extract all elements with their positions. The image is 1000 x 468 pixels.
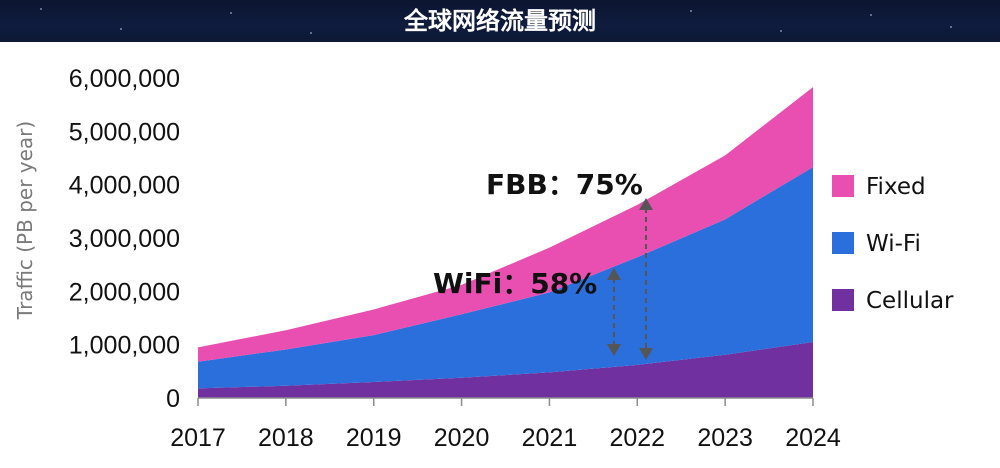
chart-annotations: FBB：75% WiFi：58% xyxy=(433,168,653,360)
x-tick-label: 2019 xyxy=(346,424,402,452)
chart-axes xyxy=(197,397,814,406)
y-tick-label: 2,000,000 xyxy=(69,278,180,306)
x-tick-label: 2017 xyxy=(170,424,226,452)
area-layers xyxy=(198,87,813,398)
star-decoration xyxy=(230,12,232,14)
star-decoration xyxy=(780,30,782,32)
y-tick-label: 3,000,000 xyxy=(69,225,180,253)
star-decoration xyxy=(40,8,42,10)
area-series-wi-fi xyxy=(198,167,813,389)
arrow-fbb-head-top xyxy=(639,198,653,210)
arrow-fbb-head-bottom xyxy=(639,348,653,360)
star-decoration xyxy=(310,32,312,34)
arrow-wifi-head-top xyxy=(607,268,621,280)
y-tick-label: 0 xyxy=(166,385,180,413)
x-tick-label: 2021 xyxy=(522,424,578,452)
x-tick-label: 2022 xyxy=(609,424,665,452)
legend-swatch-wi-fi xyxy=(832,232,854,254)
y-axis-label: Traffic (PB per year) xyxy=(13,121,37,320)
annotation-wifi: WiFi：58% xyxy=(433,267,597,300)
legend-label-fixed: Fixed xyxy=(866,174,926,200)
star-decoration xyxy=(950,26,952,28)
x-tick-label: 2020 xyxy=(434,424,490,452)
y-tick-label: 6,000,000 xyxy=(69,65,180,93)
area-series-cellular xyxy=(198,342,813,398)
arrow-wifi-head-bottom xyxy=(607,344,621,356)
annotation-fbb: FBB：75% xyxy=(486,168,643,201)
star-decoration xyxy=(120,28,122,30)
x-tick-label: 2024 xyxy=(785,424,841,452)
y-tick-label: 1,000,000 xyxy=(69,332,180,360)
legend-label-cellular: Cellular xyxy=(866,288,954,314)
traffic-forecast-chart: 0 1,000,000 2,000,000 3,000,000 4,000,000 5,0… xyxy=(13,65,954,452)
y-tick-label: 4,000,000 xyxy=(69,172,180,200)
y-tick-label: 5,000,000 xyxy=(69,118,180,146)
chart-legend: Fixed Wi-Fi Cellular xyxy=(832,174,954,314)
x-tick-label: 2023 xyxy=(697,424,753,452)
legend-swatch-cellular xyxy=(832,289,854,311)
title-bar: 全球网络流量预测 xyxy=(0,0,1000,42)
y-tick-labels: 0 1,000,000 2,000,000 3,000,000 4,000,000 5,0… xyxy=(69,65,180,413)
legend-label-wi-fi: Wi-Fi xyxy=(866,231,921,257)
area-series-fixed xyxy=(198,87,813,362)
x-tick-label: 2018 xyxy=(258,424,314,452)
x-tick-labels: 2017 2018 2019 2020 2021 2022 2023 2024 xyxy=(170,424,841,452)
star-decoration xyxy=(870,14,872,16)
page-title: 全球网络流量预测 xyxy=(404,7,596,35)
legend-swatch-fixed xyxy=(832,175,854,197)
star-decoration xyxy=(690,10,692,12)
